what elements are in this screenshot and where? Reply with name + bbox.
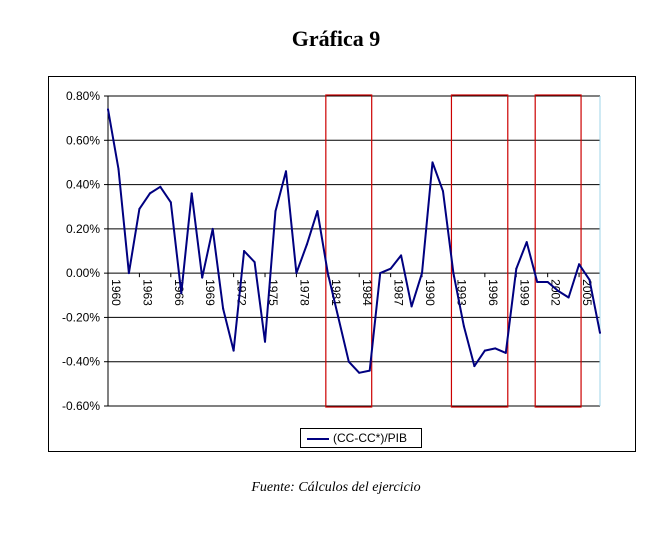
data-point [379, 272, 382, 275]
series-line [107, 109, 601, 374]
y-tick-label: 0.20% [66, 222, 100, 236]
data-point [400, 254, 403, 257]
y-tick-label: 0.40% [66, 178, 100, 192]
highlight-box [450, 94, 509, 408]
chart-title: Gráfica 9 [291, 26, 381, 51]
data-point [264, 340, 267, 343]
data-point [127, 272, 130, 275]
x-tick-label: 1981 [329, 279, 343, 306]
legend: (CC-CC*)/PIB [300, 428, 422, 448]
data-point [222, 307, 225, 310]
data-point [421, 272, 424, 275]
data-point [599, 331, 601, 334]
data-point [295, 272, 298, 275]
x-tick-label: 1978 [297, 279, 311, 306]
data-point [180, 292, 183, 295]
data-point [169, 201, 172, 204]
data-point [515, 267, 518, 270]
highlight-box [325, 94, 373, 408]
data-point [138, 207, 141, 210]
y-tick-label: -0.60% [62, 399, 100, 413]
data-point [578, 263, 581, 266]
data-point [243, 250, 246, 252]
data-point [305, 243, 308, 246]
x-tick-label: 1990 [423, 279, 437, 306]
y-tick-label: 0.80% [66, 89, 100, 103]
x-tick-label: 1966 [172, 279, 186, 306]
data-point [148, 192, 151, 195]
data-point [253, 261, 256, 264]
data-point [274, 210, 277, 213]
data-point [525, 241, 528, 244]
legend-line-swatch [307, 438, 329, 440]
y-tick-label: -0.20% [62, 310, 100, 324]
data-point [190, 192, 193, 195]
chart-frame [48, 76, 636, 452]
data-point [410, 305, 413, 308]
data-point [358, 371, 361, 374]
data-point [211, 227, 214, 230]
data-point [452, 272, 455, 275]
data-point [316, 210, 319, 213]
data-point [462, 325, 465, 328]
data-point [389, 267, 392, 270]
data-point [567, 296, 570, 299]
y-tick-label: 0.00% [66, 266, 100, 280]
data-point [201, 276, 204, 279]
data-point [337, 316, 340, 319]
x-tick-label: 1963 [140, 279, 154, 306]
data-point [159, 185, 162, 188]
y-tick-label: -0.40% [62, 355, 100, 369]
data-point [232, 349, 235, 352]
x-tick-label: 1960 [109, 279, 123, 306]
data-point [117, 168, 120, 171]
x-tick-label: 1996 [486, 279, 500, 306]
x-tick-label: 1984 [360, 279, 374, 306]
data-point [473, 365, 476, 368]
data-point [368, 369, 371, 372]
data-point [504, 351, 507, 354]
data-point [431, 161, 434, 164]
source-note: Fuente: Cálculos del ejercicio [251, 480, 421, 495]
x-tick-label: 1969 [203, 279, 217, 306]
data-point [441, 190, 444, 193]
highlight-box [534, 94, 582, 408]
data-point [284, 170, 287, 173]
data-point [347, 360, 350, 363]
y-tick-label: 0.60% [66, 133, 100, 147]
data-point [588, 278, 591, 281]
data-point [494, 347, 497, 350]
data-point [483, 349, 486, 352]
data-point [536, 281, 539, 283]
data-point [107, 108, 109, 111]
x-tick-label: 1987 [392, 279, 406, 306]
data-point [546, 281, 549, 283]
data-point [326, 272, 329, 275]
data-point [557, 289, 560, 292]
legend-label: (CC-CC*)/PIB [333, 431, 407, 445]
x-tick-label: 1999 [517, 279, 531, 306]
